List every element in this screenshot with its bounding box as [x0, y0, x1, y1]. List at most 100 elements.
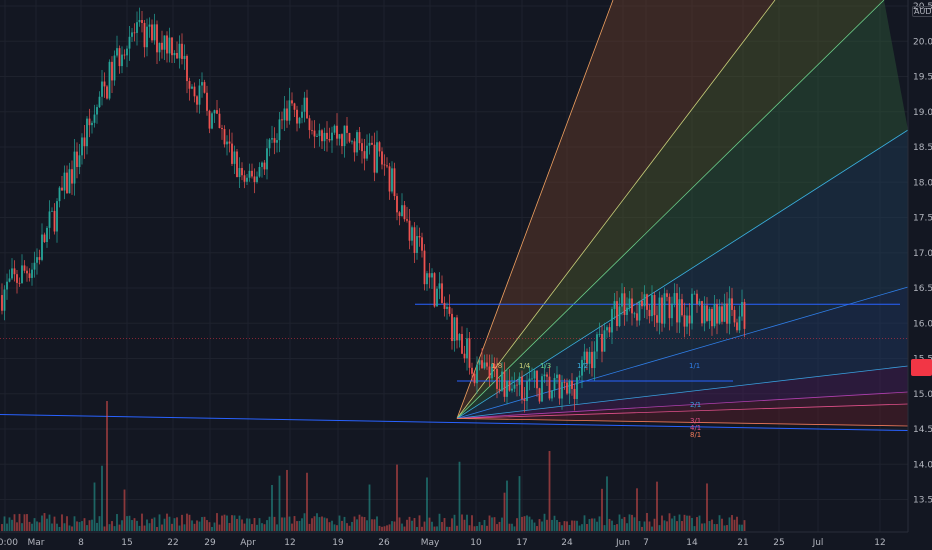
candle-body [28, 273, 31, 278]
candle-body [381, 151, 383, 165]
candle-body [343, 125, 346, 147]
candle-body [466, 338, 468, 359]
volume-bar [628, 514, 631, 531]
volume-bar [203, 516, 206, 531]
candle-body [413, 227, 416, 253]
volume-bar [633, 517, 636, 531]
candle-body [193, 86, 196, 97]
volume-bar [463, 519, 466, 531]
candle-body [511, 388, 513, 391]
volume-bar [376, 516, 378, 531]
candle-body [288, 100, 291, 121]
volume-bar [116, 514, 118, 531]
candle-body [181, 43, 183, 59]
candle-body [583, 351, 586, 360]
candle-body [536, 370, 538, 389]
time-tick: 21 [737, 538, 748, 548]
candle-body [436, 288, 438, 307]
candle-body [86, 118, 88, 147]
candle-body [568, 380, 571, 394]
candle-body [233, 151, 236, 164]
candle-body [128, 36, 131, 49]
candle-body [71, 169, 73, 184]
volume-bar [283, 517, 286, 531]
candle-body [51, 210, 53, 212]
volume-bar [143, 525, 146, 531]
volume-bar [146, 519, 148, 531]
volume-bar [736, 516, 738, 531]
candle-body [713, 304, 716, 327]
candle-body [526, 381, 528, 402]
candle-body [641, 300, 643, 307]
candle-body [638, 300, 641, 321]
volume-bar [626, 523, 628, 531]
fan-label: 1/4 [519, 362, 531, 370]
time-tick: 26 [378, 538, 390, 548]
candle-body [411, 227, 413, 241]
price-tick: 14.00 [913, 460, 932, 470]
volume-bar [731, 515, 733, 531]
volume-bar [331, 520, 333, 531]
volume-bar [336, 525, 338, 531]
candle-body [723, 303, 726, 322]
candle-body [423, 250, 426, 285]
candle-body [161, 42, 163, 50]
candle-body [306, 97, 308, 119]
candle-body [376, 142, 378, 173]
fan-label: 1/8 [491, 362, 502, 370]
time-axis: 10:00 Mar 8 15 22 29 Apr 12 19 26 May 10 17 24 Jun 7 14 2… [0, 538, 886, 548]
candle-body [386, 165, 388, 167]
volume-bar [428, 517, 431, 531]
candle-body [711, 308, 713, 327]
volume-bar [208, 522, 211, 531]
volume-bar [341, 520, 343, 531]
volume-bar [276, 524, 278, 531]
volume-bar [366, 520, 368, 531]
candle-body [153, 24, 156, 41]
volume-bar [23, 514, 26, 531]
volume-bar [266, 520, 268, 531]
candle-body [158, 42, 161, 53]
volume-bar [701, 523, 703, 531]
candle-body [328, 138, 331, 141]
volume-bar [653, 518, 656, 531]
candle-body [458, 334, 461, 341]
time-tick: May [421, 538, 440, 548]
volume-bar [466, 514, 468, 531]
volume-bar [53, 516, 56, 531]
candle-body [678, 299, 681, 323]
currency-label[interactable]: AUD [912, 6, 932, 17]
candle-body [718, 306, 721, 324]
volume-bar [716, 524, 718, 531]
volume-bars [1, 401, 746, 531]
volume-bar [201, 517, 203, 531]
volume-bar [481, 525, 483, 531]
candle-body [616, 301, 618, 326]
volume-bar [583, 515, 586, 531]
time-tick: 15 [121, 538, 132, 548]
volume-bar [521, 516, 523, 531]
volume-bar [666, 521, 668, 531]
volume-bar [38, 522, 41, 531]
candle-body [23, 265, 26, 271]
candle-body [591, 351, 593, 369]
volume-bar [308, 523, 311, 531]
candle-body [593, 351, 596, 369]
volume-bar [636, 488, 638, 531]
volume-bar [261, 523, 263, 531]
time-tick: 29 [204, 538, 216, 548]
candle-body [341, 134, 343, 147]
volume-bar [673, 515, 676, 531]
candle-body [596, 334, 598, 352]
candle-body [701, 301, 703, 324]
candle-body [571, 380, 573, 389]
candle-body [21, 265, 23, 284]
time-tick: 7 [643, 538, 649, 548]
volume-bar [13, 514, 16, 531]
fan-label: 3/1 [690, 417, 701, 425]
volume-bar [333, 524, 336, 531]
volume-bar [48, 514, 51, 531]
volume-bar [591, 518, 593, 531]
